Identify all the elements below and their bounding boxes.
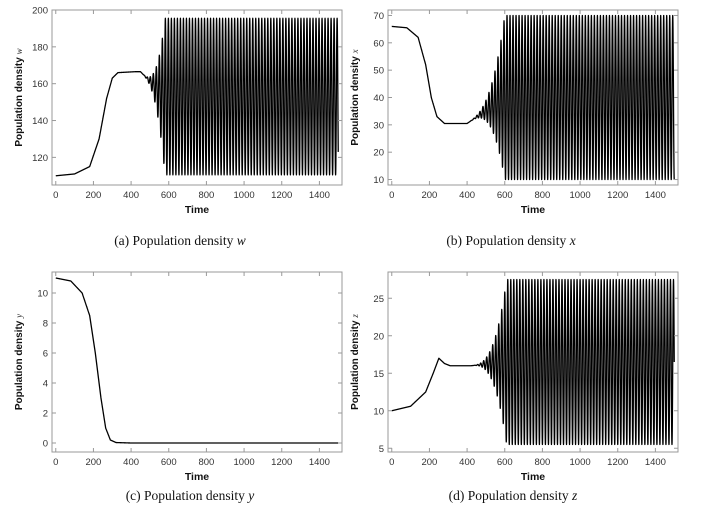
y-axis-label-variable: z xyxy=(350,314,360,319)
y-tick-label: 140 xyxy=(32,116,48,127)
y-tick-label: 120 xyxy=(32,153,48,164)
x-tick-label: 600 xyxy=(161,190,177,201)
x-axis-label: Time xyxy=(185,471,209,483)
x-tick-label: 1000 xyxy=(570,190,591,201)
y-axis-label-variable: w xyxy=(14,48,24,54)
x-tick-label: 0 xyxy=(53,190,58,201)
x-tick-label: 600 xyxy=(497,457,513,468)
caption-text: Population density xyxy=(465,233,569,248)
x-tick-label: 1200 xyxy=(607,190,628,201)
y-axis-label: Population density y xyxy=(14,314,25,410)
y-axis-label-text: Population density xyxy=(350,318,361,410)
x-tick-label: 800 xyxy=(534,457,550,468)
series-line-a xyxy=(55,17,339,177)
caption-label: (b) xyxy=(446,233,465,248)
caption-text: Population density xyxy=(468,488,572,503)
x-tick-label: 800 xyxy=(534,190,550,201)
caption-variable: y xyxy=(246,488,254,503)
y-tick-label: 70 xyxy=(373,11,384,22)
x-axis-label: Time xyxy=(521,204,545,216)
y-tick-label: 15 xyxy=(373,369,384,380)
x-tick-label: 1200 xyxy=(271,190,292,201)
x-tick-label: 400 xyxy=(459,457,475,468)
y-tick-label: 10 xyxy=(373,406,384,417)
y-axis-label-text: Population density xyxy=(14,54,25,146)
y-axis-label-text: Population density xyxy=(350,53,361,145)
x-tick-label: 1400 xyxy=(645,190,666,201)
caption-text: Population density xyxy=(144,488,248,503)
y-tick-label: 2 xyxy=(43,409,48,420)
x-tick-label: 1400 xyxy=(645,457,666,468)
x-tick-label: 0 xyxy=(53,457,58,468)
caption-variable: z xyxy=(571,488,578,503)
y-tick-label: 4 xyxy=(43,379,48,390)
caption-variable: w xyxy=(237,233,246,248)
x-tick-label: 1400 xyxy=(309,190,330,201)
x-tick-label: 1400 xyxy=(309,457,330,468)
y-axis-label: Population density w xyxy=(14,48,25,146)
y-tick-label: 60 xyxy=(373,38,384,49)
caption-label: (d) xyxy=(449,488,468,503)
x-tick-label: 1000 xyxy=(234,190,255,201)
x-tick-label: 800 xyxy=(198,190,214,201)
y-tick-label: 0 xyxy=(43,439,48,450)
y-tick-label: 30 xyxy=(373,120,384,131)
caption-label: (a) xyxy=(114,233,132,248)
plot-frame xyxy=(51,9,343,186)
y-tick-label: 180 xyxy=(32,42,48,53)
y-axis-label: Population density x xyxy=(350,49,361,145)
y-tick-label: 20 xyxy=(373,148,384,159)
x-tick-label: 400 xyxy=(123,457,139,468)
x-axis-label: Time xyxy=(185,204,209,216)
series-line-c xyxy=(55,277,339,444)
caption-c: (c) Population density y xyxy=(126,488,255,503)
y-tick-label: 6 xyxy=(43,349,48,360)
x-tick-label: 200 xyxy=(85,457,101,468)
plot-frame xyxy=(51,271,343,453)
y-tick-label: 10 xyxy=(373,175,384,186)
y-tick-label: 40 xyxy=(373,93,384,104)
y-axis-label-variable: y xyxy=(14,314,24,319)
caption-d: (d) Population density z xyxy=(449,488,578,503)
y-tick-label: 8 xyxy=(43,319,48,330)
chart-d: 0 200 400 600 800 1000 1200 1400 5 10 15 20 25 Time Po… xyxy=(350,271,679,503)
y-axis-label-variable: x xyxy=(350,49,360,54)
x-tick-label: 200 xyxy=(421,457,437,468)
y-tick-label: 160 xyxy=(32,79,48,90)
y-tick-label: 50 xyxy=(373,66,384,77)
series-line-d xyxy=(391,278,675,446)
y-tick-label: 10 xyxy=(37,289,48,300)
chart-c: 0 200 400 600 800 1000 1200 1400 0 2 4 6 8 10 Time Popu… xyxy=(14,271,343,503)
x-tick-label: 1000 xyxy=(234,457,255,468)
x-tick-label: 1200 xyxy=(271,457,292,468)
x-tick-label: 200 xyxy=(421,190,437,201)
x-axis-label: Time xyxy=(521,471,545,483)
x-tick-label: 0 xyxy=(389,190,394,201)
chart-a: 0 200 400 600 800 1000 1200 1400 120 140 160 180 200… xyxy=(14,6,343,248)
y-tick-label: 200 xyxy=(32,6,48,17)
x-tick-label: 800 xyxy=(198,457,214,468)
x-tick-label: 200 xyxy=(85,190,101,201)
caption-text: Population density xyxy=(133,233,237,248)
x-tick-label: 400 xyxy=(459,190,475,201)
x-tick-label: 0 xyxy=(389,457,394,468)
x-tick-label: 1200 xyxy=(607,457,628,468)
x-tick-label: 400 xyxy=(123,190,139,201)
y-axis-label: Population density z xyxy=(350,314,361,410)
caption-variable: x xyxy=(569,233,576,248)
caption-a: (a) Population density w xyxy=(114,233,246,248)
y-axis-label-text: Population density xyxy=(14,318,25,410)
plot-frame xyxy=(387,271,679,453)
x-tick-label: 600 xyxy=(161,457,177,468)
caption-label: (c) xyxy=(126,488,144,503)
x-tick-label: 1000 xyxy=(570,457,591,468)
chart-b: 0 200 400 600 800 1000 1200 1400 10 20 30 40 50 60 70 T… xyxy=(350,9,679,248)
caption-b: (b) Population density x xyxy=(446,233,575,248)
y-tick-label: 5 xyxy=(379,444,384,455)
x-tick-label: 600 xyxy=(497,190,513,201)
series-line-b xyxy=(391,14,675,181)
y-tick-label: 25 xyxy=(373,294,384,305)
y-tick-label: 20 xyxy=(373,331,384,342)
